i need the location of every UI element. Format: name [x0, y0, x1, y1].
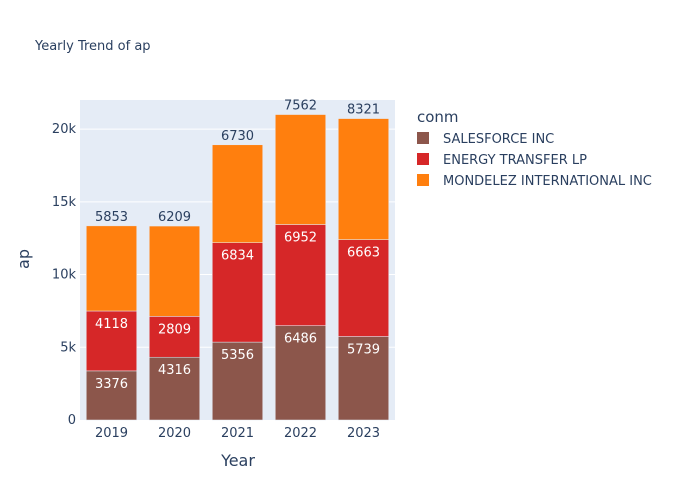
- y-tick-label: 0: [68, 413, 76, 428]
- bars: [86, 114, 389, 421]
- data-label: 5853: [95, 210, 128, 225]
- bar-segment: [338, 336, 389, 421]
- data-label: 4118: [95, 317, 128, 332]
- data-label: 6834: [221, 249, 254, 264]
- data-label: 5356: [221, 348, 254, 363]
- bar-segment: [275, 114, 326, 225]
- bar-segment: [212, 144, 263, 243]
- data-label: 5739: [347, 343, 380, 358]
- chart-title: Yearly Trend of ap: [34, 39, 151, 54]
- y-tick-label: 20k: [52, 122, 77, 137]
- bar-segment: [275, 325, 326, 421]
- y-tick-label: 15k: [52, 195, 77, 210]
- y-tick-label: 5k: [60, 340, 76, 355]
- legend-item-label: ENERGY TRANSFER LP: [443, 153, 587, 168]
- bar-segment: [212, 242, 263, 343]
- legend-swatch: [417, 132, 429, 144]
- data-label: 6486: [284, 332, 317, 347]
- bar-segment: [338, 239, 389, 337]
- x-axis-title: Year: [220, 451, 255, 470]
- y-axis-title: ap: [14, 249, 33, 269]
- bar-segment: [338, 118, 389, 240]
- data-label: 4316: [158, 363, 191, 378]
- legend-title: conm: [417, 108, 459, 126]
- x-tick-label: 2023: [347, 426, 380, 441]
- data-label: 6209: [158, 210, 191, 225]
- legend: conm SALESFORCE INC ENERGY TRANSFER LP MON…: [417, 108, 652, 189]
- data-label: 2809: [158, 322, 191, 337]
- data-label: 7562: [284, 99, 317, 114]
- legend-item-label: MONDELEZ INTERNATIONAL INC: [443, 174, 652, 189]
- y-tick-label: 10k: [52, 268, 77, 283]
- x-axis-ticks: 2019 2020 2021 2022 2023: [95, 426, 380, 441]
- bar-segment: [212, 341, 263, 421]
- bar-segment: [149, 225, 200, 317]
- bar-segment: [275, 224, 326, 326]
- bar-segment: [86, 225, 137, 312]
- data-label: 3376: [95, 377, 128, 392]
- bar-segment: [86, 310, 137, 372]
- bar-segment: [149, 316, 200, 358]
- x-tick-label: 2022: [284, 426, 317, 441]
- bar-segment: [149, 356, 200, 421]
- data-label: 6663: [347, 246, 380, 261]
- bar-segment: [86, 370, 137, 421]
- data-label: 6952: [284, 231, 317, 246]
- data-labels: 3376 4118 5853 4316 2809 6209 5356 6834 6730 6486…: [95, 99, 380, 392]
- x-tick-label: 2021: [221, 426, 254, 441]
- x-tick-label: 2020: [158, 426, 191, 441]
- x-tick-label: 2019: [95, 426, 128, 441]
- y-axis-ticks: 0 5k 10k 15k 20k: [52, 122, 77, 428]
- data-label: 6730: [221, 129, 254, 144]
- legend-swatch: [417, 174, 429, 186]
- data-label: 8321: [347, 103, 380, 118]
- legend-item-label: SALESFORCE INC: [443, 132, 554, 147]
- legend-swatch: [417, 153, 429, 165]
